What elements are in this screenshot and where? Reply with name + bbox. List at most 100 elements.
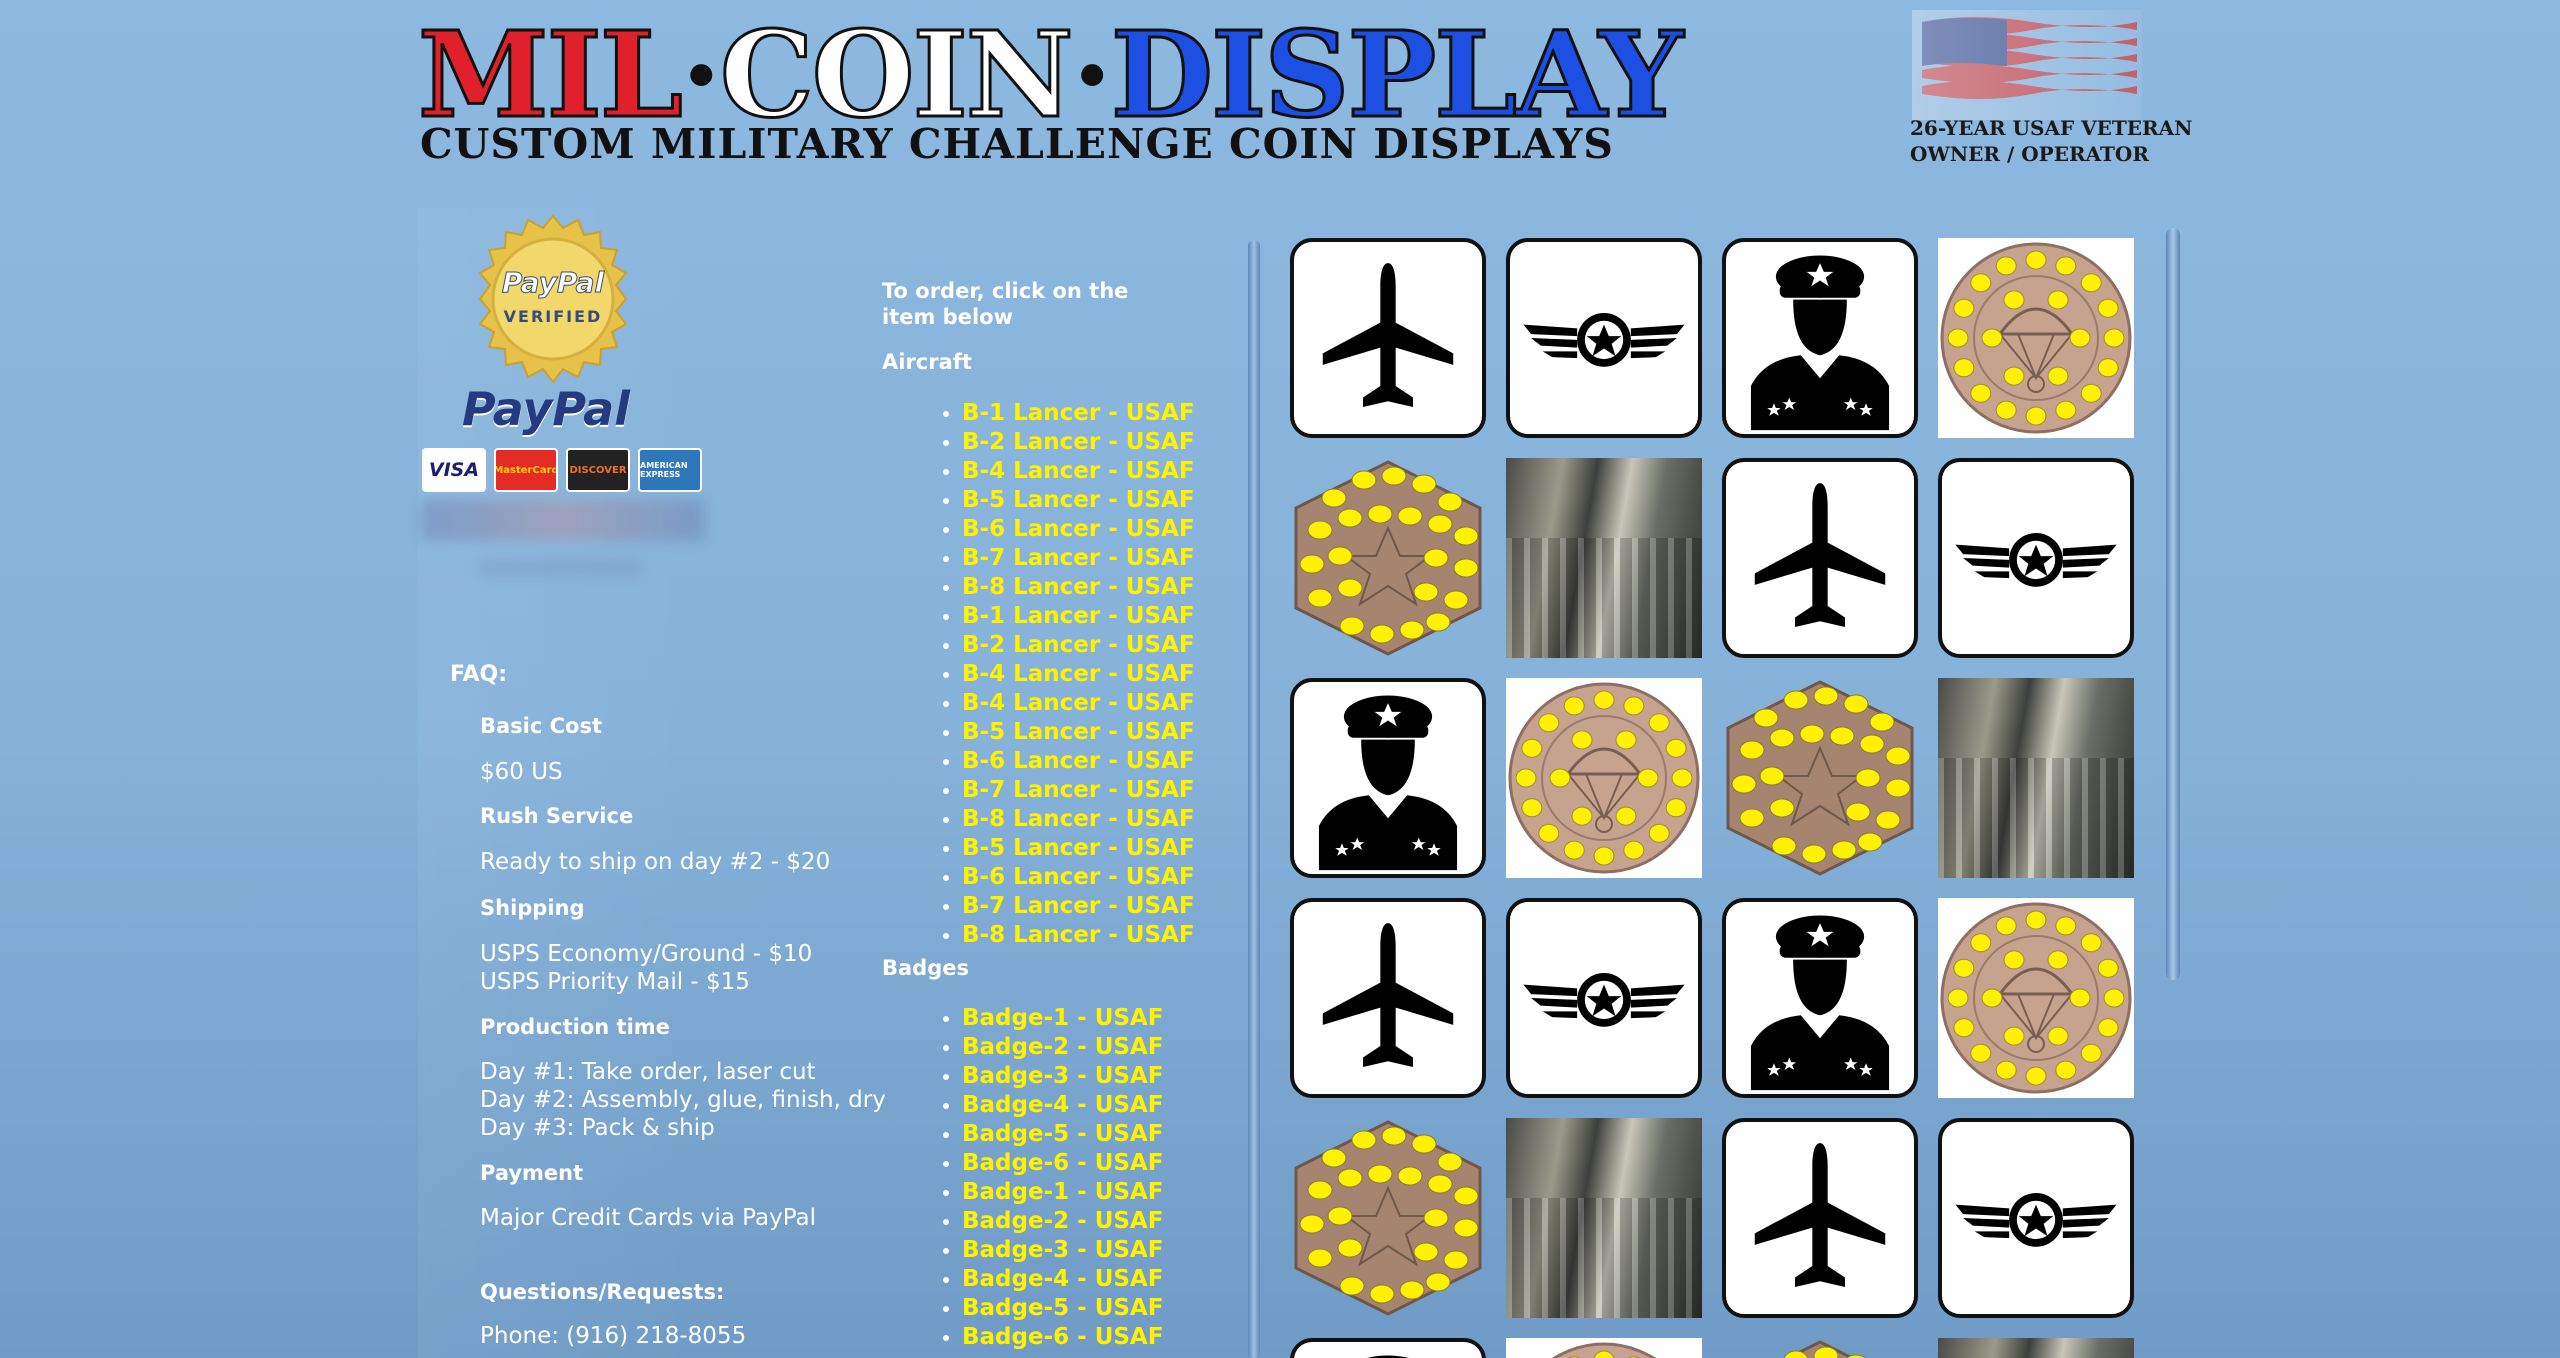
aircraft-link[interactable]: B-6 Lancer - USAF (962, 516, 1195, 542)
memory-card-parachute-coin-icon[interactable] (1506, 1338, 1702, 1358)
badge-link[interactable]: Badge-4 - USAF (962, 1092, 1164, 1118)
logo-word-mil: MIL (417, 5, 685, 144)
aircraft-link[interactable]: B-1 Lancer - USAF (962, 603, 1195, 629)
memory-card-parachute-coin-icon[interactable] (1938, 238, 2134, 438)
memory-card-airplane-icon[interactable] (1722, 458, 1918, 658)
aircraft-link[interactable]: B-5 Lancer - USAF (962, 719, 1195, 745)
list-item: Badge-4 - USAF (962, 1091, 1163, 1120)
memory-card-officer-icon[interactable] (1290, 678, 1486, 878)
memory-card-parachute-coin-icon[interactable] (1938, 898, 2134, 1098)
logo-dot: · (680, 5, 722, 144)
list-item: Badge-1 - USAF (962, 1178, 1163, 1207)
list-item: B-8 Lancer - USAF (962, 805, 1195, 834)
aircraft-link[interactable]: B-4 Lancer - USAF (962, 690, 1195, 716)
aircraft-link[interactable]: B-4 Lancer - USAF (962, 458, 1195, 484)
memory-card-wings-star-icon[interactable] (1506, 238, 1702, 438)
badge-link[interactable]: Badge-6 - USAF (962, 1324, 1164, 1350)
faq-text: USPS Economy/Ground - $10 (480, 941, 813, 967)
faq-heading: Shipping (480, 896, 585, 920)
list-item: B-4 Lancer - USAF (962, 689, 1195, 718)
badge-link[interactable]: Badge-2 - USAF (962, 1034, 1164, 1060)
aircraft-link[interactable]: B-1 Lancer - USAF (962, 400, 1195, 426)
memory-card-airplane-icon[interactable] (1722, 1118, 1918, 1318)
badge-link[interactable]: Badge-1 - USAF (962, 1005, 1164, 1031)
logo-dot: · (1071, 5, 1113, 144)
aircraft-link[interactable]: B-6 Lancer - USAF (962, 748, 1195, 774)
badge-link[interactable]: Badge-3 - USAF (962, 1237, 1164, 1263)
memory-card-wings-star-icon[interactable] (1506, 898, 1702, 1098)
parachute-coin-icon (1940, 242, 2132, 434)
aircraft-link[interactable]: B-5 Lancer - USAF (962, 835, 1195, 861)
hex-coin-icon (1783, 1340, 1866, 1358)
aircraft-link[interactable]: B-8 Lancer - USAF (962, 574, 1195, 600)
list-item: B-6 Lancer - USAF (962, 747, 1195, 776)
memory-card-train-photo[interactable] (1938, 678, 2134, 878)
faq-text: USPS Priority Mail - $15 (480, 969, 750, 995)
memory-card-hex-coin-icon[interactable] (1290, 1118, 1486, 1318)
memory-card-train-photo[interactable] (1506, 458, 1702, 658)
airplane-icon (1754, 483, 1886, 628)
list-item: B-2 Lancer - USAF (962, 631, 1195, 660)
phone-number[interactable]: Phone: (916) 218-8055 (480, 1323, 747, 1349)
list-item: B-1 Lancer - USAF (962, 602, 1195, 631)
amex-card-icon: AMERICAN EXPRESS (638, 448, 702, 492)
badge-link[interactable]: Badge-3 - USAF (962, 1063, 1164, 1089)
aircraft-link[interactable]: B-2 Lancer - USAF (962, 429, 1195, 455)
memory-card-officer-icon[interactable] (1722, 238, 1918, 438)
list-item: Badge-1 - USAF (962, 1004, 1163, 1033)
memory-card-wings-star-icon[interactable] (1938, 458, 2134, 658)
badge-link[interactable]: Badge-1 - USAF (962, 1179, 1164, 1205)
logo-word-coin: COIN (718, 5, 1075, 144)
list-item: Badge-2 - USAF (962, 1207, 1163, 1236)
aircraft-link[interactable]: B-7 Lancer - USAF (962, 777, 1195, 803)
faq-text: $60 US (480, 759, 563, 785)
list-item: B-4 Lancer - USAF (962, 660, 1195, 689)
aircraft-link[interactable]: B-8 Lancer - USAF (962, 806, 1195, 832)
site-logo[interactable]: MIL·COIN·DISPLAY (417, 14, 1685, 135)
list-item: B-2 Lancer - USAF (962, 428, 1195, 457)
memory-card-train-photo[interactable] (1938, 1338, 2134, 1358)
memory-card-wings-star-icon[interactable] (1938, 1118, 2134, 1318)
memory-card-hex-coin-icon[interactable] (1722, 1338, 1918, 1358)
officer-icon (1750, 255, 1890, 431)
faq-text: Day #1: Take order, laser cut (480, 1059, 816, 1085)
aircraft-link[interactable]: B-5 Lancer - USAF (962, 487, 1195, 513)
memory-card-hex-coin-icon[interactable] (1722, 678, 1918, 878)
faq-heading: Questions/Requests: (480, 1280, 725, 1304)
list-item: B-6 Lancer - USAF (962, 863, 1195, 892)
board-scrollbar-right[interactable] (2166, 228, 2180, 980)
badge-link[interactable]: Badge-5 - USAF (962, 1121, 1164, 1147)
badge-link[interactable]: Badge-6 - USAF (962, 1150, 1164, 1176)
aircraft-link[interactable]: B-8 Lancer - USAF (962, 922, 1195, 948)
badge-link[interactable]: Badge-5 - USAF (962, 1295, 1164, 1321)
parachute-coin-icon (1508, 682, 1700, 874)
list-item: B-1 Lancer - USAF (962, 399, 1195, 428)
list-item: B-8 Lancer - USAF (962, 573, 1195, 602)
airplane-icon (1322, 923, 1454, 1068)
board-scrollbar-left[interactable] (1248, 240, 1260, 1358)
aircraft-link[interactable]: B-6 Lancer - USAF (962, 864, 1195, 890)
memory-card-officer-icon[interactable] (1290, 1338, 1486, 1358)
memory-card-parachute-coin-icon[interactable] (1506, 678, 1702, 878)
list-item: B-7 Lancer - USAF (962, 544, 1195, 573)
list-item: Badge-2 - USAF (962, 1033, 1163, 1062)
paypal-logo[interactable]: PayPal (462, 382, 630, 436)
memory-card-hex-coin-icon[interactable] (1290, 458, 1486, 658)
memory-card-train-photo[interactable] (1506, 1118, 1702, 1318)
aircraft-link[interactable]: B-4 Lancer - USAF (962, 661, 1195, 687)
memory-card-airplane-icon[interactable] (1290, 238, 1486, 438)
aircraft-link[interactable]: B-7 Lancer - USAF (962, 893, 1195, 919)
memory-card-airplane-icon[interactable] (1290, 898, 1486, 1098)
aircraft-link[interactable]: B-2 Lancer - USAF (962, 632, 1195, 658)
list-item: Badge-6 - USAF (962, 1323, 1163, 1352)
faq-heading: Payment (480, 1161, 584, 1185)
list-item: Badge-6 - USAF (962, 1149, 1163, 1178)
hex-coin-icon (1294, 460, 1482, 656)
faq-heading: Production time (480, 1015, 670, 1039)
badge-link[interactable]: Badge-4 - USAF (962, 1266, 1164, 1292)
badge-link[interactable]: Badge-2 - USAF (962, 1208, 1164, 1234)
aircraft-link[interactable]: B-7 Lancer - USAF (962, 545, 1195, 571)
memory-card-officer-icon[interactable] (1722, 898, 1918, 1098)
airplane-icon (1754, 1143, 1886, 1288)
paypal-verified-seal[interactable]: PayPal VERIFIED (468, 214, 638, 384)
